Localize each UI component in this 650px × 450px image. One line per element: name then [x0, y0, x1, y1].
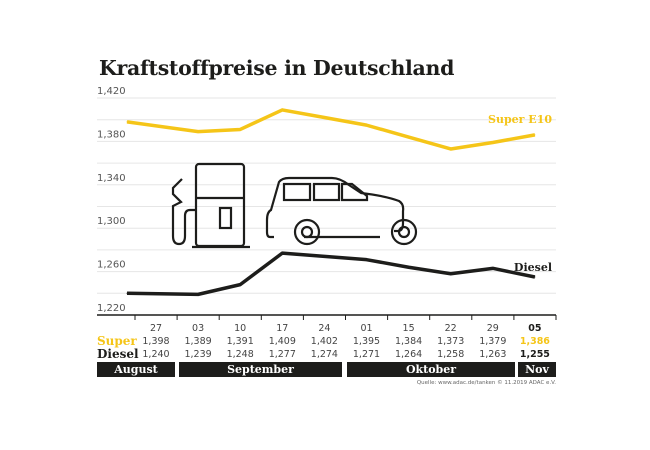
month-september: September [179, 362, 342, 377]
y-tick-label: 1,420 [97, 86, 126, 97]
month-oktober: Oktober [347, 362, 515, 377]
date-label: 15 [402, 323, 415, 334]
diesel-value: 1,240 [142, 349, 170, 360]
y-tick-label: 1,340 [97, 173, 126, 184]
date-label: 03 [192, 323, 205, 334]
data-point [239, 284, 241, 286]
month-nov: Nov [518, 362, 556, 377]
data-point [408, 266, 410, 268]
y-tick-label: 1,260 [97, 260, 126, 271]
diesel-value: 1,277 [268, 349, 296, 360]
data-point [450, 273, 452, 275]
date-label: 05 [528, 323, 542, 334]
series-label-super-e10: Super E10 [488, 113, 552, 126]
diesel-value: 1,248 [226, 349, 254, 360]
super-value: 1,391 [226, 336, 254, 347]
date-label: 17 [276, 323, 289, 334]
fuel-pump-icon [171, 162, 250, 249]
series-line-super-e10 [126, 108, 536, 151]
diesel-value: 1,255 [519, 349, 550, 360]
diesel-value: 1,258 [437, 349, 465, 360]
data-point [450, 148, 452, 150]
data-point [408, 136, 410, 138]
data-point [323, 255, 325, 257]
data-point [281, 252, 283, 254]
diesel-value: 1,264 [394, 349, 423, 360]
super-value: 1,389 [184, 336, 212, 347]
super-value: 1,402 [310, 336, 338, 347]
super-value: 1,384 [394, 336, 423, 347]
diesel-value: 1,274 [310, 349, 338, 360]
data-point [534, 276, 536, 278]
super-value: 1,373 [437, 336, 465, 347]
data-point [126, 121, 128, 123]
date-label: 01 [360, 323, 373, 334]
data-point [126, 292, 128, 294]
data-point [534, 134, 536, 136]
series-label-diesel: Diesel [514, 261, 552, 274]
date-label: 29 [486, 323, 499, 334]
y-tick-label: 1,220 [97, 303, 126, 314]
data-point [492, 141, 494, 143]
data-point [323, 117, 325, 119]
date-label: 10 [234, 323, 247, 334]
data-point [366, 259, 367, 261]
row-label: Super [97, 334, 137, 348]
diesel-value: 1,271 [352, 349, 381, 360]
date-label: 27 [149, 323, 163, 334]
super-value: 1,395 [352, 336, 381, 347]
date-label: 24 [318, 323, 331, 334]
source-note: Quelle: www.adac.de/tanken © 11.2019 ADA… [416, 380, 556, 386]
y-tick-label: 1,300 [97, 216, 126, 227]
super-value: 1,398 [142, 336, 170, 347]
super-value: 1,386 [519, 336, 550, 347]
data-point [197, 293, 199, 295]
chart-title: Kraftstoffpreise in Deutschland [99, 56, 455, 80]
diesel-value: 1,263 [479, 349, 507, 360]
data-point [492, 267, 494, 269]
diesel-value: 1,239 [184, 349, 212, 360]
month-august: August [97, 362, 175, 377]
series-line-diesel [126, 251, 536, 297]
data-point [239, 128, 241, 130]
super-value: 1,409 [268, 336, 296, 347]
row-label: Diesel [97, 347, 139, 361]
car-icon [265, 176, 418, 246]
data-point [281, 109, 283, 111]
super-value: 1,379 [479, 336, 507, 347]
data-point [197, 131, 199, 133]
y-tick-label: 1,380 [97, 129, 126, 140]
date-label: 22 [444, 323, 457, 334]
data-point [366, 124, 367, 126]
